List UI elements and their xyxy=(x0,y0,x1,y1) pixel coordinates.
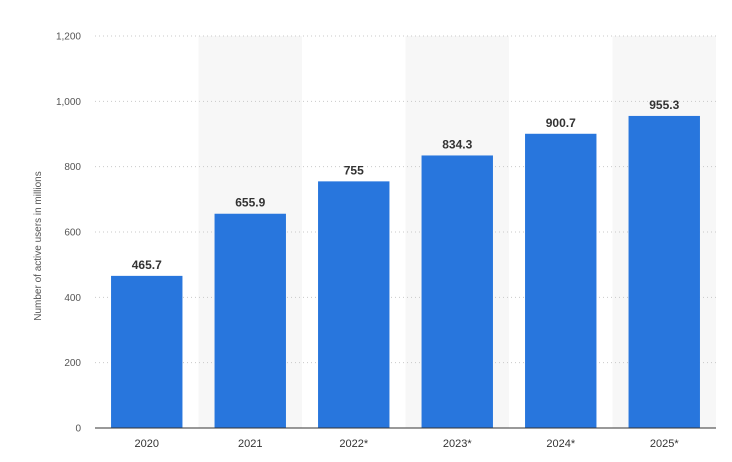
y-tick-label: 800 xyxy=(64,162,81,173)
y-tick-label: 600 xyxy=(64,228,81,239)
x-axis-ticks: 2020 2021 2022* 2023* 2024* 2025* xyxy=(135,438,680,450)
data-label: 755 xyxy=(344,163,364,177)
y-tick-label: 400 xyxy=(64,293,81,304)
y-axis-ticks: 0 200 400 600 800 1,000 1,200 xyxy=(56,32,81,435)
bar[interactable] xyxy=(525,133,597,428)
data-label: 834.3 xyxy=(442,137,472,151)
bar[interactable] xyxy=(628,115,700,428)
x-tick-label: 2022* xyxy=(339,438,368,450)
x-tick-label: 2023* xyxy=(443,438,472,450)
data-labels: 465.7 655.9 755 834.3 900.7 955.3 xyxy=(132,98,680,272)
bar[interactable] xyxy=(214,213,286,428)
x-tick-label: 2024* xyxy=(546,438,575,450)
bar[interactable] xyxy=(318,181,390,428)
y-tick-label: 200 xyxy=(64,358,81,369)
data-label: 465.7 xyxy=(132,258,162,272)
x-tick-label: 2021 xyxy=(238,438,262,450)
data-label: 655.9 xyxy=(235,196,265,210)
bar[interactable] xyxy=(111,275,183,428)
bars xyxy=(111,115,700,428)
data-label: 955.3 xyxy=(649,98,679,112)
y-axis-title: Number of active users in millions xyxy=(33,171,44,321)
bar[interactable] xyxy=(421,155,493,428)
y-tick-label: 1,200 xyxy=(56,32,81,43)
data-label: 900.7 xyxy=(546,116,576,130)
y-tick-label: 1,000 xyxy=(56,97,81,108)
y-tick-label: 0 xyxy=(75,424,81,435)
x-tick-label: 2020 xyxy=(135,438,159,450)
x-tick-label: 2025* xyxy=(650,438,679,450)
